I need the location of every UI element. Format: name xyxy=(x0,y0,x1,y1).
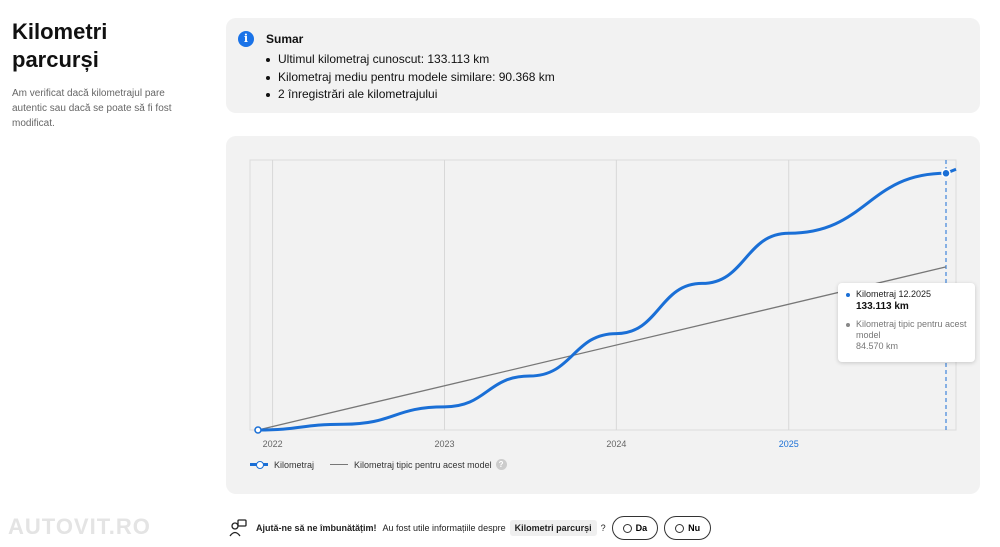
info-icon: i xyxy=(238,31,254,47)
record-point-first xyxy=(254,426,262,434)
tooltip-typical-value: 84.570 km xyxy=(856,341,899,351)
help-icon[interactable]: ? xyxy=(495,459,507,470)
feedback-no-button[interactable]: Nu xyxy=(664,516,712,540)
summary-item-record-count: 2 înregistrări ale kilometrajului xyxy=(266,86,555,104)
feedback-chat-icon xyxy=(229,519,247,537)
legend-typical-swatch xyxy=(330,464,349,465)
x-tick-label: 2023 xyxy=(434,439,454,449)
feedback-bar: Ajută-ne să ne îmbunătățim! Au fost util… xyxy=(228,516,712,540)
feedback-prompt-strong: Ajută-ne să ne îmbunătățim! xyxy=(256,523,377,533)
chart-tooltip: Kilometraj 12.2025 133.113 km Kilometraj… xyxy=(838,283,975,362)
summary-item-average-mileage: Kilometraj mediu pentru modele similare:… xyxy=(266,69,555,87)
legend-item-mileage[interactable]: Kilometraj xyxy=(250,460,314,470)
neutral-face-icon xyxy=(675,523,685,533)
tooltip-mileage-dot xyxy=(846,293,850,297)
feedback-topic-chip: Kilometri parcurși xyxy=(509,520,597,536)
feedback-yes-button[interactable]: Da xyxy=(611,516,659,540)
series-typical-line xyxy=(257,266,947,431)
summary-item-last-mileage: Ultimul kilometraj cunoscut: 133.113 km xyxy=(266,51,555,69)
feedback-yes-label: Da xyxy=(635,523,648,533)
chart-legend: Kilometraj Kilometraj tipic pentru acest… xyxy=(250,459,523,470)
watermark-logo: AUTOVIT.RO xyxy=(8,514,151,539)
page-description: Am verificat dacă kilometrajul pare aute… xyxy=(12,88,172,129)
tooltip-mileage-value: 133.113 km xyxy=(856,301,909,312)
legend-mileage-label: Kilometraj xyxy=(274,459,315,470)
feedback-no-label: Nu xyxy=(688,523,701,533)
x-tick-label: 2025 xyxy=(779,439,799,449)
header-section: Kilometri parcurși Am verificat dacă kil… xyxy=(12,18,192,131)
legend-mileage-swatch xyxy=(250,461,268,469)
page-title: Kilometri parcurși xyxy=(12,18,192,74)
tooltip-typical: Kilometraj tipic pentru acest model 84.5… xyxy=(846,319,967,352)
tooltip-mileage: Kilometraj 12.2025 133.113 km xyxy=(846,289,967,314)
series-mileage-line xyxy=(256,171,948,432)
tooltip-mileage-label: Kilometraj 12.2025 xyxy=(856,289,932,299)
feedback-question-mark: ? xyxy=(600,523,606,533)
feedback-prompt: Au fost utile informațiile despre xyxy=(382,523,506,533)
summary-title: Sumar xyxy=(266,32,304,46)
smile-icon xyxy=(622,523,632,533)
x-tick-label: 2022 xyxy=(263,439,283,449)
legend-typical-label: Kilometraj tipic pentru acest model xyxy=(354,459,492,470)
page-title-line2: parcurși xyxy=(12,47,99,72)
legend-item-typical[interactable]: Kilometraj tipic pentru acest model ? xyxy=(330,459,507,470)
tooltip-typical-dot xyxy=(846,323,850,327)
summary-list: Ultimul kilometraj cunoscut: 133.113 km … xyxy=(266,51,555,104)
record-point-last xyxy=(941,168,951,179)
summary-card: i Sumar Ultimul kilometraj cunoscut: 133… xyxy=(226,18,980,113)
page-title-line1: Kilometri xyxy=(12,19,108,44)
x-tick-label: 2024 xyxy=(606,439,626,449)
tooltip-typical-label: Kilometraj tipic pentru acest model xyxy=(856,319,967,340)
